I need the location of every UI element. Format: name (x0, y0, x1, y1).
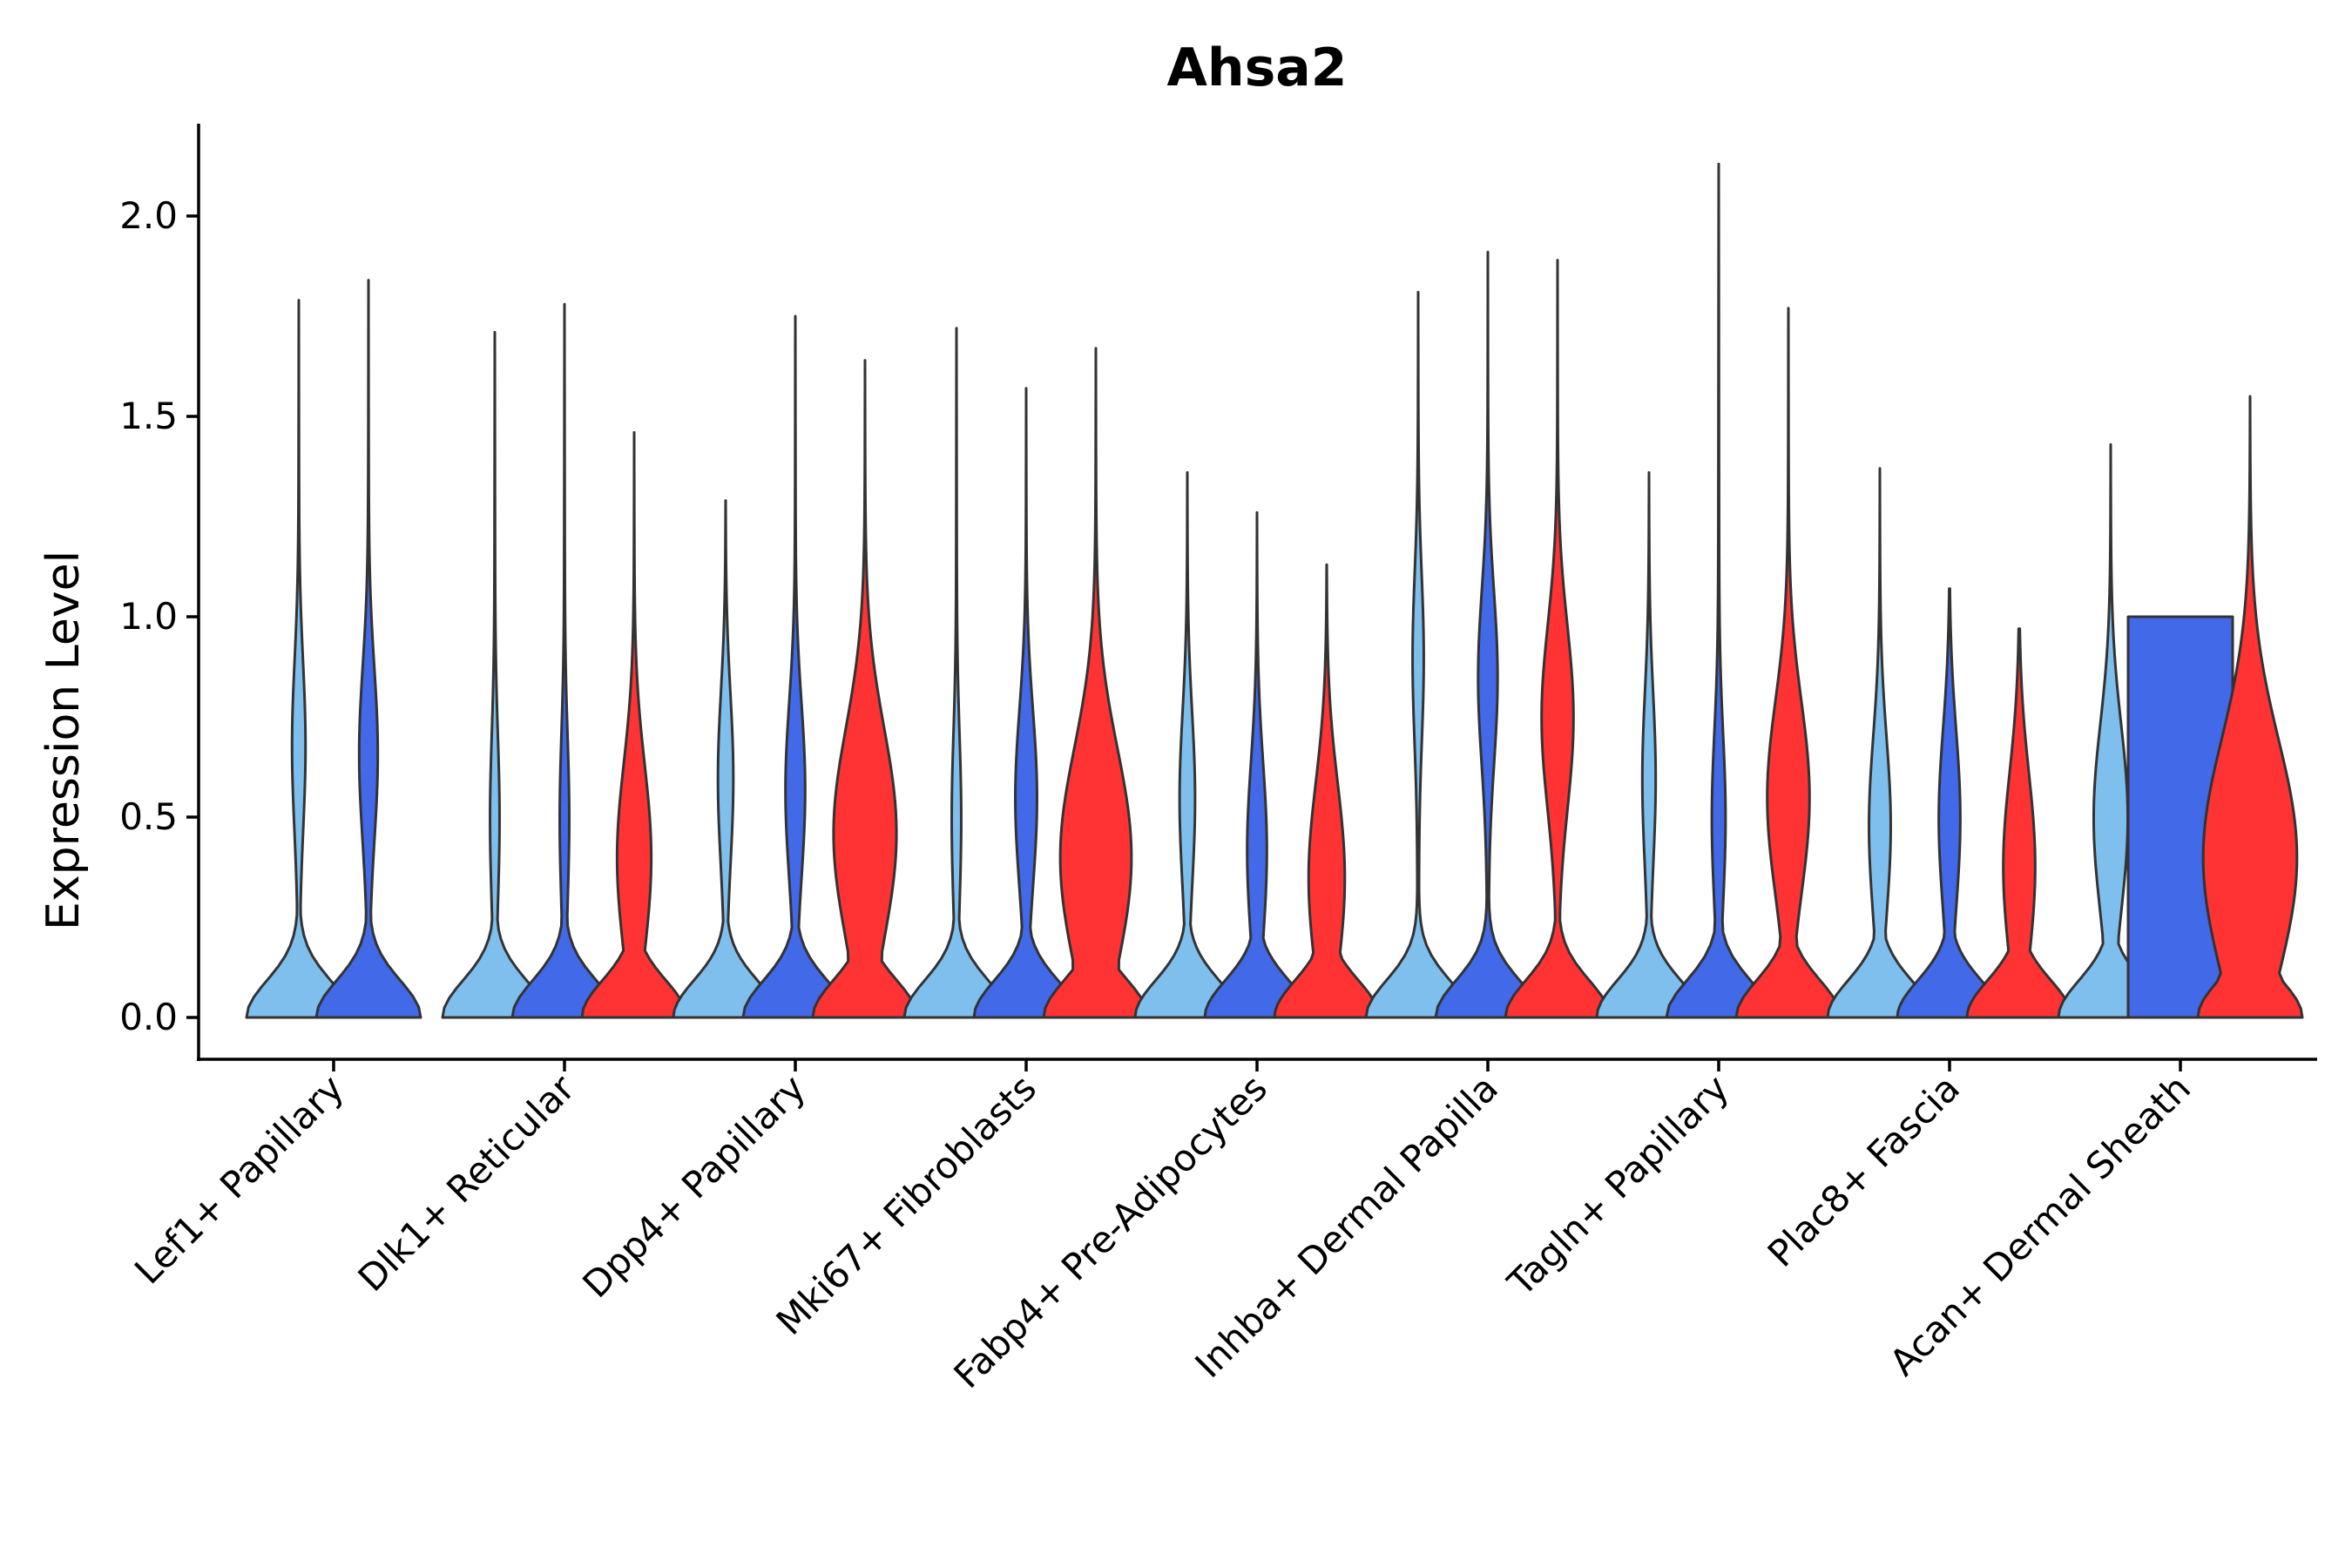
violin-6-3 (1504, 259, 1612, 1019)
violin-1-1 (245, 299, 353, 1019)
violin-9-3 (2196, 395, 2304, 1019)
violin-4-1 (902, 327, 1010, 1019)
violin-5-3 (1273, 563, 1381, 1019)
x-tick-label: Mki67+ Fibroblasts (768, 1066, 1044, 1342)
violin-5-1 (1133, 470, 1241, 1019)
violin-8-1 (1826, 467, 1934, 1019)
violin-3-1 (672, 499, 780, 1019)
x-tick-label: Dpp4+ Papillary (574, 1066, 814, 1306)
violin-6-1 (1364, 290, 1472, 1019)
violin-5-2 (1203, 510, 1311, 1019)
violin-4-3 (1042, 347, 1150, 1019)
violin-8-3 (1965, 627, 2073, 1019)
violin-1-2 (314, 279, 422, 1019)
violin-6-2 (1434, 250, 1542, 1019)
violin-7-3 (1734, 307, 1842, 1019)
violin-8-2 (1896, 587, 2004, 1019)
violin-2-2 (510, 302, 618, 1019)
y-tick-label: 0.5 (119, 795, 178, 838)
violin-7-1 (1595, 470, 1703, 1019)
violin-layer (245, 162, 2304, 1019)
violin-3-2 (741, 314, 849, 1019)
violin-3-3 (811, 359, 919, 1019)
chart-title: Ahsa2 (1166, 37, 1347, 98)
y-tick-label: 0.0 (119, 996, 178, 1038)
y-tick-label: 1.0 (119, 595, 178, 638)
x-tick-label: Dlk1+ Reticular (350, 1066, 584, 1300)
y-tick-label: 2.0 (119, 194, 178, 237)
y-tick-label: 1.5 (119, 395, 178, 437)
violin-2-3 (580, 430, 688, 1019)
violin-2-1 (441, 330, 549, 1019)
violin-7-2 (1665, 162, 1773, 1019)
x-tick-label: Lef1+ Papillary (126, 1066, 352, 1292)
violin-4-2 (972, 387, 1080, 1019)
x-tick-label: Plac8+ Fascia (1760, 1066, 1968, 1274)
x-tick-label: Tagln+ Papillary (1499, 1066, 1737, 1304)
y-axis-label: Expression Level (37, 551, 90, 930)
y-ticks: 0.0 0.5 1.0 1.5 2.0 (119, 194, 199, 1038)
